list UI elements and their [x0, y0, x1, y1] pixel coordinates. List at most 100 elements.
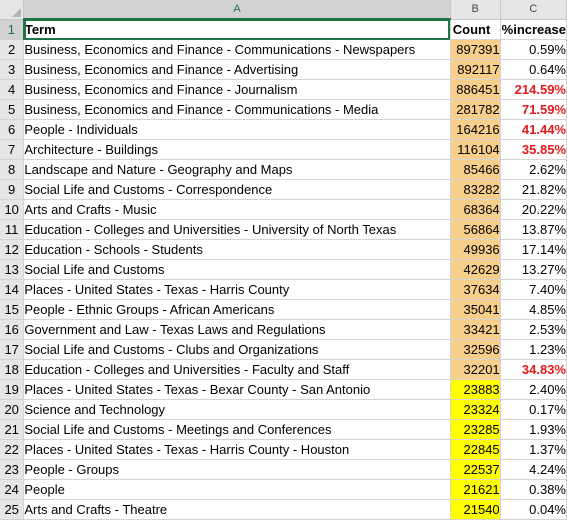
- count-cell[interactable]: 85466: [450, 159, 501, 180]
- row-number[interactable]: 18: [0, 359, 25, 380]
- header-cell-count[interactable]: Count: [450, 19, 501, 40]
- term-cell[interactable]: Business, Economics and Finance - Commun…: [23, 99, 451, 120]
- increase-cell[interactable]: 2.40%: [500, 379, 567, 400]
- increase-cell[interactable]: 0.17%: [500, 399, 567, 420]
- count-cell[interactable]: 23324: [450, 399, 501, 420]
- term-cell[interactable]: Places - United States - Texas - Harris …: [23, 439, 451, 460]
- column-header-c[interactable]: C: [500, 0, 567, 20]
- increase-cell[interactable]: 0.59%: [500, 39, 567, 60]
- increase-cell[interactable]: 0.38%: [500, 479, 567, 500]
- term-cell[interactable]: Places - United States - Texas - Harris …: [23, 279, 451, 300]
- term-cell[interactable]: Education - Colleges and Universities - …: [23, 219, 451, 240]
- row-number[interactable]: 8: [0, 159, 25, 180]
- row-number[interactable]: 17: [0, 339, 25, 360]
- row-number[interactable]: 3: [0, 59, 25, 80]
- count-cell[interactable]: 886451: [450, 79, 501, 100]
- count-cell[interactable]: 22537: [450, 459, 501, 480]
- term-cell[interactable]: Social Life and Customs: [23, 259, 451, 280]
- increase-cell[interactable]: 2.62%: [500, 159, 567, 180]
- term-cell[interactable]: Places - United States - Texas - Bexar C…: [23, 379, 451, 400]
- increase-cell[interactable]: 21.82%: [500, 179, 567, 200]
- row-number[interactable]: 11: [0, 219, 25, 240]
- increase-cell[interactable]: 214.59%: [500, 79, 567, 100]
- term-cell[interactable]: People: [23, 479, 451, 500]
- row-number[interactable]: 20: [0, 399, 25, 420]
- row-number[interactable]: 5: [0, 99, 25, 120]
- count-cell[interactable]: 21621: [450, 479, 501, 500]
- increase-cell[interactable]: 0.04%: [500, 499, 567, 520]
- column-header-b[interactable]: B: [450, 0, 501, 20]
- count-cell[interactable]: 23285: [450, 419, 501, 440]
- count-cell[interactable]: 22845: [450, 439, 501, 460]
- count-cell[interactable]: 21540: [450, 499, 501, 520]
- row-number[interactable]: 25: [0, 499, 25, 520]
- header-cell-term[interactable]: Term: [23, 19, 451, 40]
- increase-cell[interactable]: 13.27%: [500, 259, 567, 280]
- count-cell[interactable]: 164216: [450, 119, 501, 140]
- term-cell[interactable]: Business, Economics and Finance - Commun…: [23, 39, 451, 60]
- term-cell[interactable]: Business, Economics and Finance - Advert…: [23, 59, 451, 80]
- row-number[interactable]: 21: [0, 419, 25, 440]
- row-number[interactable]: 23: [0, 459, 25, 480]
- count-cell[interactable]: 32596: [450, 339, 501, 360]
- count-cell[interactable]: 68364: [450, 199, 501, 220]
- increase-cell[interactable]: 71.59%: [500, 99, 567, 120]
- header-cell-increase[interactable]: %increase: [500, 19, 567, 40]
- row-number[interactable]: 16: [0, 319, 25, 340]
- increase-cell[interactable]: 13.87%: [500, 219, 567, 240]
- term-cell[interactable]: Social Life and Customs - Meetings and C…: [23, 419, 451, 440]
- row-number[interactable]: 15: [0, 299, 25, 320]
- increase-cell[interactable]: 7.40%: [500, 279, 567, 300]
- increase-cell[interactable]: 4.24%: [500, 459, 567, 480]
- count-cell[interactable]: 49936: [450, 239, 501, 260]
- count-cell[interactable]: 37634: [450, 279, 501, 300]
- count-cell[interactable]: 897391: [450, 39, 501, 60]
- term-cell[interactable]: Architecture - Buildings: [23, 139, 451, 160]
- term-cell[interactable]: People - Groups: [23, 459, 451, 480]
- row-number[interactable]: 6: [0, 119, 25, 140]
- row-number[interactable]: 9: [0, 179, 25, 200]
- increase-cell[interactable]: 17.14%: [500, 239, 567, 260]
- row-number[interactable]: 1: [0, 19, 25, 40]
- row-number[interactable]: 12: [0, 239, 25, 260]
- count-cell[interactable]: 56864: [450, 219, 501, 240]
- count-cell[interactable]: 35041: [450, 299, 501, 320]
- increase-cell[interactable]: 2.53%: [500, 319, 567, 340]
- select-all-corner[interactable]: [0, 0, 25, 20]
- increase-cell[interactable]: 0.64%: [500, 59, 567, 80]
- row-number[interactable]: 22: [0, 439, 25, 460]
- increase-cell[interactable]: 4.85%: [500, 299, 567, 320]
- term-cell[interactable]: Education - Colleges and Universities - …: [23, 359, 451, 380]
- term-cell[interactable]: Social Life and Customs - Clubs and Orga…: [23, 339, 451, 360]
- term-cell[interactable]: People - Individuals: [23, 119, 451, 140]
- row-number[interactable]: 2: [0, 39, 25, 60]
- term-cell[interactable]: Education - Schools - Students: [23, 239, 451, 260]
- increase-cell[interactable]: 1.37%: [500, 439, 567, 460]
- row-number[interactable]: 4: [0, 79, 25, 100]
- row-number[interactable]: 19: [0, 379, 25, 400]
- row-number[interactable]: 24: [0, 479, 25, 500]
- term-cell[interactable]: Landscape and Nature - Geography and Map…: [23, 159, 451, 180]
- term-cell[interactable]: Government and Law - Texas Laws and Regu…: [23, 319, 451, 340]
- row-number[interactable]: 7: [0, 139, 25, 160]
- row-number[interactable]: 14: [0, 279, 25, 300]
- increase-cell[interactable]: 1.93%: [500, 419, 567, 440]
- count-cell[interactable]: 42629: [450, 259, 501, 280]
- count-cell[interactable]: 892117: [450, 59, 501, 80]
- term-cell[interactable]: Arts and Crafts - Music: [23, 199, 451, 220]
- term-cell[interactable]: Science and Technology: [23, 399, 451, 420]
- increase-cell[interactable]: 35.85%: [500, 139, 567, 160]
- increase-cell[interactable]: 41.44%: [500, 119, 567, 140]
- increase-cell[interactable]: 1.23%: [500, 339, 567, 360]
- count-cell[interactable]: 116104: [450, 139, 501, 160]
- increase-cell[interactable]: 20.22%: [500, 199, 567, 220]
- column-header-a[interactable]: A: [23, 0, 451, 20]
- term-cell[interactable]: Social Life and Customs - Correspondence: [23, 179, 451, 200]
- term-cell[interactable]: Arts and Crafts - Theatre: [23, 499, 451, 520]
- row-number[interactable]: 10: [0, 199, 25, 220]
- count-cell[interactable]: 83282: [450, 179, 501, 200]
- count-cell[interactable]: 23883: [450, 379, 501, 400]
- row-number[interactable]: 13: [0, 259, 25, 280]
- count-cell[interactable]: 32201: [450, 359, 501, 380]
- count-cell[interactable]: 33421: [450, 319, 501, 340]
